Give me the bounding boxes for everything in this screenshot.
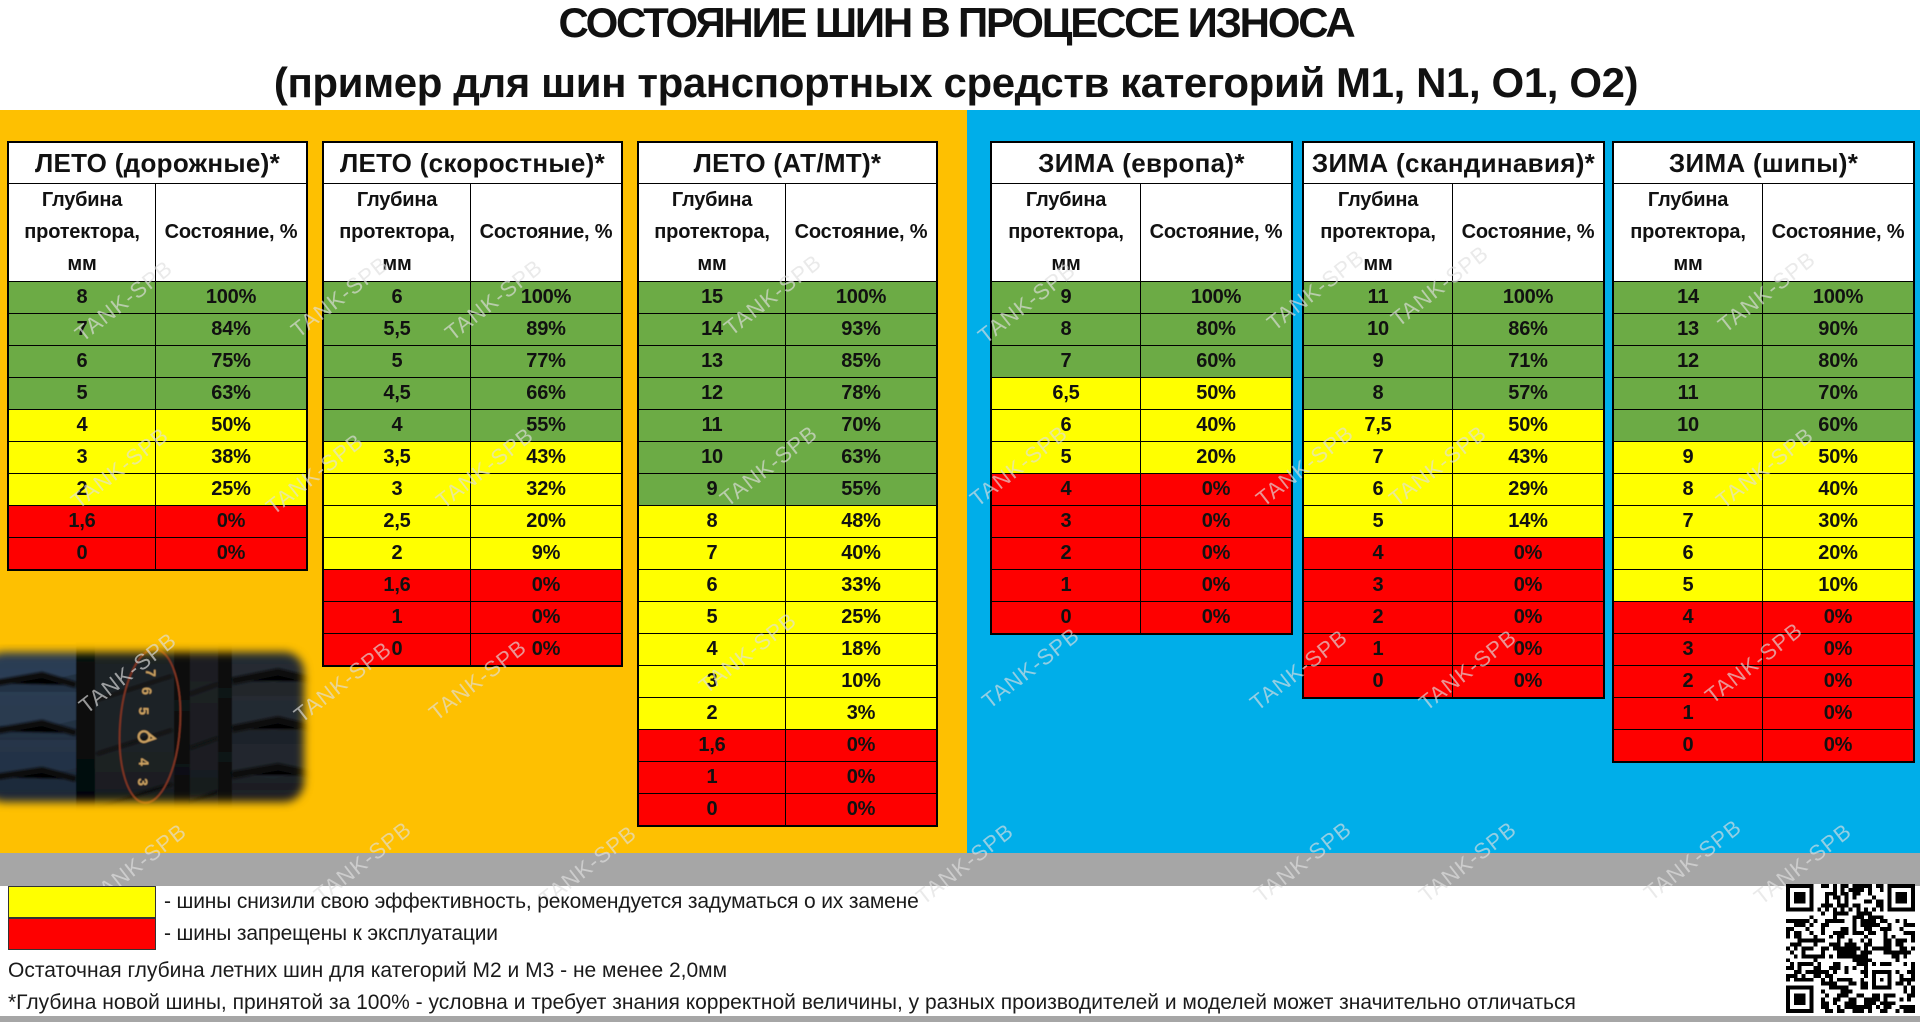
- svg-text:6: 6: [139, 687, 155, 695]
- svg-text:7: 7: [143, 669, 159, 677]
- svg-text:5: 5: [136, 707, 152, 715]
- svg-text:3: 3: [135, 778, 151, 786]
- svg-text:4: 4: [136, 758, 152, 766]
